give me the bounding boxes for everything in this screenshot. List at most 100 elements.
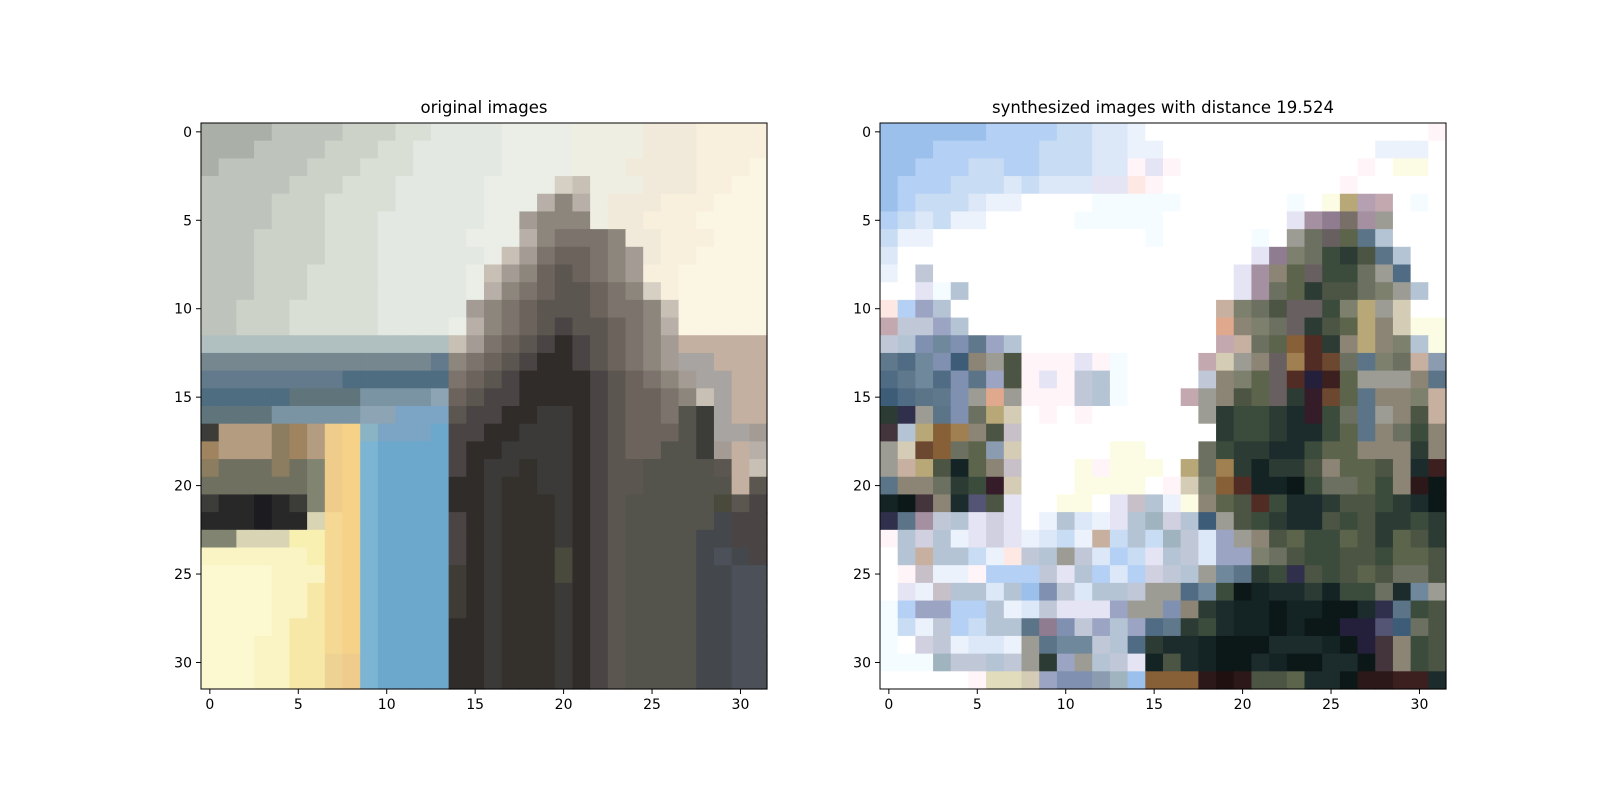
- synthesized-images-pixel-19-21: [1251, 459, 1270, 478]
- synthesized-images-pixel-1-11: [1074, 140, 1093, 159]
- synthesized-images-pixel-16-10: [1056, 406, 1076, 425]
- synthesized-images-pixel-26-29: [1392, 582, 1412, 602]
- synthesized-images-pixel-7-1: [897, 246, 916, 266]
- original-images-pixel-19-12: [413, 459, 432, 478]
- synthesized-images-pixel-24-28: [1375, 547, 1394, 566]
- original-images-pixel-27-4: [271, 600, 291, 619]
- original-images-pixel-14-23: [607, 370, 627, 389]
- original-images-pixel-18-19: [537, 441, 556, 460]
- original-images-pixel-30-15: [466, 653, 485, 672]
- synthesized-images-pixel-13-17: [1180, 352, 1199, 372]
- synthesized-images-pixel-3-19: [1216, 176, 1235, 195]
- original-images-pixel-25-16: [484, 565, 503, 584]
- original-images-pixel-27-0: [201, 600, 220, 619]
- original-images-pixel-16-30: [731, 406, 750, 425]
- original-images-pixel-6-22: [590, 229, 609, 248]
- synthesized-images-pixel-28-22: [1269, 618, 1288, 637]
- original-images-pixel-14-11: [395, 370, 414, 389]
- original-images-pixel-3-10: [377, 176, 397, 195]
- synthesized-images-pixel-10-26: [1339, 299, 1359, 319]
- synthesized-images-pixel-14-12: [1092, 370, 1111, 389]
- original-images-pixel-15-10: [377, 388, 397, 407]
- synthesized-images-pixel-30-25: [1322, 653, 1341, 672]
- original-images-pixel-14-2: [236, 370, 255, 389]
- original-images-pixel-16-22: [590, 406, 609, 425]
- synthesized-images-pixel-24-6: [986, 547, 1005, 566]
- synthesized-images-pixel-30-24: [1304, 653, 1323, 672]
- synthesized-images-pixel-19-27: [1357, 459, 1376, 478]
- original-images-pixel-3-14: [448, 176, 467, 195]
- original-images-pixel-8-3: [254, 264, 273, 283]
- synthesized-images-pixel-23-20: [1233, 529, 1253, 549]
- original-images-pixel-5-11: [395, 211, 414, 230]
- synthesized-images-pixel-5-4: [950, 211, 970, 230]
- synthesized-images-pixel-6-17: [1180, 229, 1199, 248]
- synthesized-images-pixel-7-19: [1216, 246, 1235, 266]
- synthesized-images-pixel-15-25: [1322, 388, 1341, 407]
- synthesized-images-pixel-28-0: [880, 618, 899, 637]
- original-images-pixel-23-6: [307, 529, 326, 549]
- original-images-pixel-31-16: [484, 671, 503, 690]
- original-images-pixel-9-15: [466, 282, 485, 301]
- synthesized-images-xtick-label-15: 15: [1145, 697, 1163, 713]
- synthesized-images-pixel-19-29: [1392, 459, 1412, 478]
- synthesized-images-pixel-0-20: [1233, 123, 1253, 142]
- original-images-pixel-13-4: [271, 352, 291, 372]
- original-images-pixel-17-22: [590, 423, 609, 442]
- original-images-pixel-12-10: [377, 335, 397, 354]
- original-images-pixel-24-2: [236, 547, 255, 566]
- synthesized-images-pixel-11-12: [1092, 317, 1111, 336]
- synthesized-images-pixel-15-16: [1163, 388, 1182, 407]
- original-images-pixel-25-9: [360, 565, 379, 584]
- synthesized-images-pixel-8-11: [1074, 264, 1093, 283]
- original-images-pixel-18-6: [307, 441, 326, 460]
- synthesized-images-pixel-18-29: [1392, 441, 1412, 460]
- synthesized-images-pixel-8-5: [968, 264, 987, 283]
- synthesized-images-pixel-3-11: [1074, 176, 1093, 195]
- original-images-pixel-0-19: [537, 123, 556, 142]
- original-images-pixel-17-18: [519, 423, 538, 442]
- synthesized-images-pixel-25-15: [1145, 565, 1164, 584]
- synthesized-images-pixel-21-25: [1322, 494, 1341, 513]
- synthesized-images-pixel-22-17: [1180, 512, 1199, 531]
- synthesized-images-pixel-10-4: [950, 299, 970, 319]
- synthesized-images-pixel-29-8: [1021, 635, 1040, 655]
- synthesized-images-pixel-21-19: [1216, 494, 1235, 513]
- synthesized-images-pixel-31-28: [1375, 671, 1394, 690]
- original-images-pixel-25-13: [430, 565, 450, 584]
- original-images-xtick-label-5: 5: [294, 697, 303, 713]
- original-images-pixel-28-8: [342, 618, 361, 637]
- original-images-pixel-14-29: [713, 370, 733, 389]
- original-images-pixel-29-6: [307, 635, 326, 655]
- original-images-pixel-18-31: [749, 441, 768, 460]
- original-images-pixel-8-26: [660, 264, 680, 283]
- original-images-pixel-8-21: [572, 264, 591, 283]
- original-images-pixel-30-7: [324, 653, 344, 672]
- synthesized-images-pixel-11-17: [1180, 317, 1199, 336]
- synthesized-images-pixel-1-24: [1304, 140, 1323, 159]
- synthesized-images-pixel-16-30: [1410, 406, 1429, 425]
- synthesized-images-pixel-18-3: [933, 441, 952, 460]
- original-images-title: original images: [421, 98, 548, 117]
- synthesized-images-pixel-30-27: [1357, 653, 1376, 672]
- original-images-pixel-14-6: [307, 370, 326, 389]
- synthesized-images-pixel-1-17: [1180, 140, 1199, 159]
- original-images-pixel-12-22: [590, 335, 609, 354]
- synthesized-images-pixel-29-6: [986, 635, 1005, 655]
- original-images-pixel-11-15: [466, 317, 485, 336]
- synthesized-images-pixel-17-12: [1092, 423, 1111, 442]
- synthesized-images-pixel-10-9: [1039, 299, 1058, 319]
- synthesized-images-pixel-27-1: [897, 600, 916, 619]
- original-images-pixel-25-29: [713, 565, 733, 584]
- synthesized-images-pixel-13-12: [1092, 352, 1111, 372]
- synthesized-images-pixel-25-22: [1269, 565, 1288, 584]
- synthesized-images-pixel-3-21: [1251, 176, 1270, 195]
- original-images-pixel-23-27: [678, 529, 697, 549]
- synthesized-images-pixel-7-28: [1375, 246, 1394, 266]
- original-images-pixel-23-24: [625, 529, 644, 549]
- synthesized-images-pixel-9-26: [1339, 282, 1359, 301]
- original-images-pixel-28-29: [713, 618, 733, 637]
- synthesized-images-pixel-12-6: [986, 335, 1005, 354]
- original-images-pixel-6-24: [625, 229, 644, 248]
- synthesized-images-pixel-10-14: [1127, 299, 1146, 319]
